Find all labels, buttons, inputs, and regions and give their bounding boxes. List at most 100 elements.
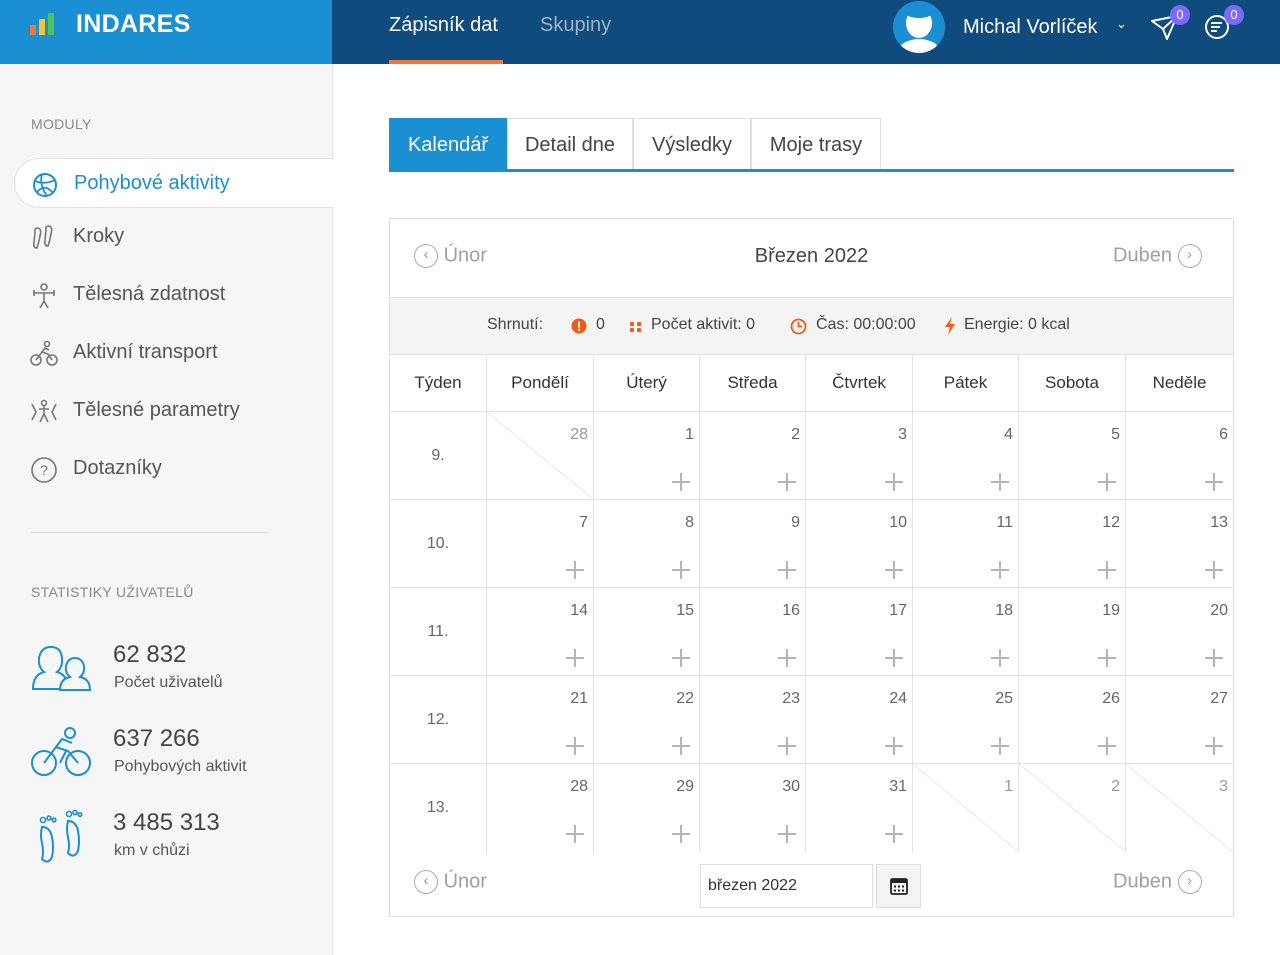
day-cell[interactable]: 21 xyxy=(487,676,594,764)
chevron-right-icon: › xyxy=(1177,870,1202,894)
tab-kalendar[interactable]: Kalendář xyxy=(389,118,507,170)
brand-area[interactable]: INDARES xyxy=(0,0,332,64)
sidebar-item-aktivni-transport[interactable]: Aktivní transport xyxy=(14,328,333,378)
day-cell[interactable]: 27 xyxy=(1126,676,1233,764)
day-number: 1 xyxy=(685,426,694,443)
day-cell[interactable]: 1 xyxy=(594,412,700,500)
add-activity-plus-icon[interactable] xyxy=(1204,560,1224,580)
add-activity-plus-icon[interactable] xyxy=(1204,648,1224,668)
day-cell[interactable]: 29 xyxy=(594,764,700,852)
day-cell[interactable]: 16 xyxy=(700,588,806,676)
add-activity-plus-icon[interactable] xyxy=(565,824,585,844)
day-number: 28 xyxy=(570,426,588,443)
month-input[interactable] xyxy=(700,864,873,908)
add-activity-plus-icon[interactable] xyxy=(565,736,585,756)
day-cell[interactable]: 23 xyxy=(700,676,806,764)
day-cell[interactable]: 5 xyxy=(1019,412,1126,500)
add-activity-plus-icon[interactable] xyxy=(1097,648,1117,668)
nav-skupiny[interactable]: Skupiny xyxy=(540,14,612,36)
add-activity-plus-icon[interactable] xyxy=(990,648,1010,668)
day-cell[interactable]: 25 xyxy=(913,676,1019,764)
add-activity-plus-icon[interactable] xyxy=(671,560,691,580)
add-activity-plus-icon[interactable] xyxy=(1204,736,1224,756)
day-cell[interactable]: 8 xyxy=(594,500,700,588)
add-activity-plus-icon[interactable] xyxy=(671,824,691,844)
next-month-button-bottom[interactable]: Duben › xyxy=(1113,870,1202,894)
sidebar-item-pohybove-aktivity[interactable]: Pohybové aktivity xyxy=(14,158,333,208)
prev-month-button-bottom[interactable]: ‹ Únor xyxy=(414,870,487,894)
footprints-icon xyxy=(33,225,53,249)
tab-moje-trasy[interactable]: Moje trasy xyxy=(751,118,881,170)
day-number: 15 xyxy=(676,602,694,619)
add-activity-plus-icon[interactable] xyxy=(777,736,797,756)
chevron-right-icon: › xyxy=(1177,244,1202,268)
day-cell[interactable]: 22 xyxy=(594,676,700,764)
sidebar-item-telesne-parametry[interactable]: Tělesné parametry xyxy=(14,386,333,436)
sidebar-item-label: Aktivní transport xyxy=(73,341,218,363)
day-cell[interactable]: 14 xyxy=(487,588,594,676)
sidebar-item-dotazniky[interactable]: ? Dotazníky xyxy=(14,444,333,494)
add-activity-plus-icon[interactable] xyxy=(565,560,585,580)
day-cell[interactable]: 3 xyxy=(806,412,913,500)
add-activity-plus-icon[interactable] xyxy=(777,472,797,492)
sidebar-item-telesna-zdatnost[interactable]: Tělesná zdatnost xyxy=(14,270,333,320)
add-activity-plus-icon[interactable] xyxy=(777,824,797,844)
add-activity-plus-icon[interactable] xyxy=(990,736,1010,756)
add-activity-plus-icon[interactable] xyxy=(1097,472,1117,492)
day-number: 9 xyxy=(791,514,800,531)
day-cell[interactable]: 9 xyxy=(700,500,806,588)
add-activity-plus-icon[interactable] xyxy=(990,472,1010,492)
add-activity-plus-icon[interactable] xyxy=(777,648,797,668)
week-number: 13. xyxy=(390,764,487,852)
day-cell[interactable]: 26 xyxy=(1019,676,1126,764)
day-cell[interactable]: 4 xyxy=(913,412,1019,500)
add-activity-plus-icon[interactable] xyxy=(884,472,904,492)
day-cell[interactable]: 24 xyxy=(806,676,913,764)
day-cell[interactable]: 6 xyxy=(1126,412,1233,500)
messages-icon[interactable] xyxy=(1203,12,1233,42)
day-number: 14 xyxy=(570,602,588,619)
day-number: 18 xyxy=(995,602,1013,619)
day-number: 7 xyxy=(579,514,588,531)
avatar[interactable] xyxy=(893,1,945,53)
day-cell[interactable]: 17 xyxy=(806,588,913,676)
day-cell[interactable]: 2 xyxy=(700,412,806,500)
add-activity-plus-icon[interactable] xyxy=(671,472,691,492)
add-activity-plus-icon[interactable] xyxy=(565,648,585,668)
day-cell[interactable]: 19 xyxy=(1019,588,1126,676)
day-cell[interactable]: 30 xyxy=(700,764,806,852)
add-activity-plus-icon[interactable] xyxy=(671,736,691,756)
date-picker-button[interactable] xyxy=(876,864,921,908)
add-activity-plus-icon[interactable] xyxy=(884,648,904,668)
add-activity-plus-icon[interactable] xyxy=(1097,560,1117,580)
day-cell[interactable]: 18 xyxy=(913,588,1019,676)
day-cell-outside-month: 28 xyxy=(487,412,594,500)
user-name[interactable]: Michal Vorlíček xyxy=(963,16,1098,38)
day-cell[interactable]: 12 xyxy=(1019,500,1126,588)
day-cell[interactable]: 20 xyxy=(1126,588,1233,676)
add-activity-plus-icon[interactable] xyxy=(1204,472,1224,492)
day-cell[interactable]: 28 xyxy=(487,764,594,852)
day-cell[interactable]: 11 xyxy=(913,500,1019,588)
day-cell[interactable]: 31 xyxy=(806,764,913,852)
sidebar-item-kroky[interactable]: Kroky xyxy=(14,212,333,262)
day-cell[interactable]: 10 xyxy=(806,500,913,588)
nav-zapisnik-dat[interactable]: Zápisník dat xyxy=(389,14,498,36)
add-activity-plus-icon[interactable] xyxy=(1097,736,1117,756)
add-activity-plus-icon[interactable] xyxy=(884,736,904,756)
add-activity-plus-icon[interactable] xyxy=(884,824,904,844)
add-activity-plus-icon[interactable] xyxy=(777,560,797,580)
next-month-button[interactable]: Duben › xyxy=(1113,244,1202,268)
stat-caption: Počet uživatelů xyxy=(114,674,223,691)
nav-active-indicator xyxy=(389,60,503,64)
chevron-down-icon[interactable]: ⌄ xyxy=(1116,16,1127,31)
add-activity-plus-icon[interactable] xyxy=(990,560,1010,580)
prev-month-button[interactable]: ‹ Únor xyxy=(414,244,487,268)
day-cell[interactable]: 13 xyxy=(1126,500,1233,588)
tab-detail-dne[interactable]: Detail dne xyxy=(507,118,633,170)
tab-vysledky[interactable]: Výsledky xyxy=(633,118,751,170)
day-cell[interactable]: 15 xyxy=(594,588,700,676)
add-activity-plus-icon[interactable] xyxy=(671,648,691,668)
add-activity-plus-icon[interactable] xyxy=(884,560,904,580)
day-cell[interactable]: 7 xyxy=(487,500,594,588)
